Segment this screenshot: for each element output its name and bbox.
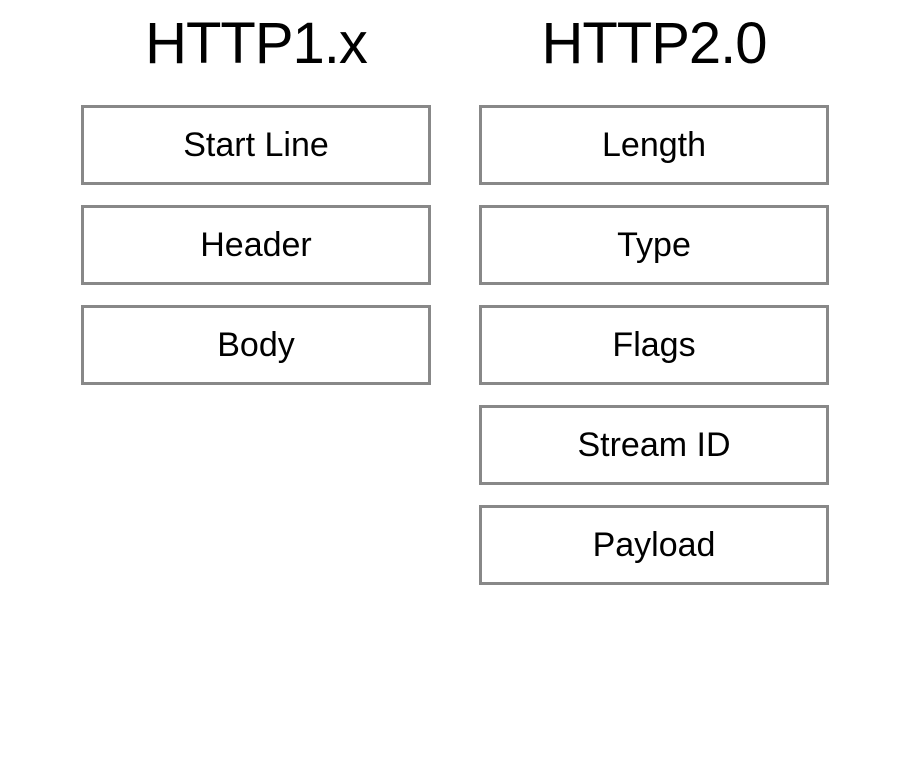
http2-box-type: Type — [479, 205, 829, 285]
http1-title: HTTP1.x — [145, 10, 367, 77]
http1-box-body: Body — [81, 305, 431, 385]
http2-column: HTTP2.0 Length Type Flags Stream ID Payl… — [479, 10, 829, 774]
http1-box-start-line: Start Line — [81, 105, 431, 185]
http1-column: HTTP1.x Start Line Header Body — [81, 10, 431, 774]
http2-box-length: Length — [479, 105, 829, 185]
http2-box-payload: Payload — [479, 505, 829, 585]
http2-box-flags: Flags — [479, 305, 829, 385]
http1-box-header: Header — [81, 205, 431, 285]
http2-box-stream-id: Stream ID — [479, 405, 829, 485]
diagram-container: HTTP1.x Start Line Header Body HTTP2.0 L… — [81, 10, 829, 774]
http2-title: HTTP2.0 — [541, 10, 766, 77]
